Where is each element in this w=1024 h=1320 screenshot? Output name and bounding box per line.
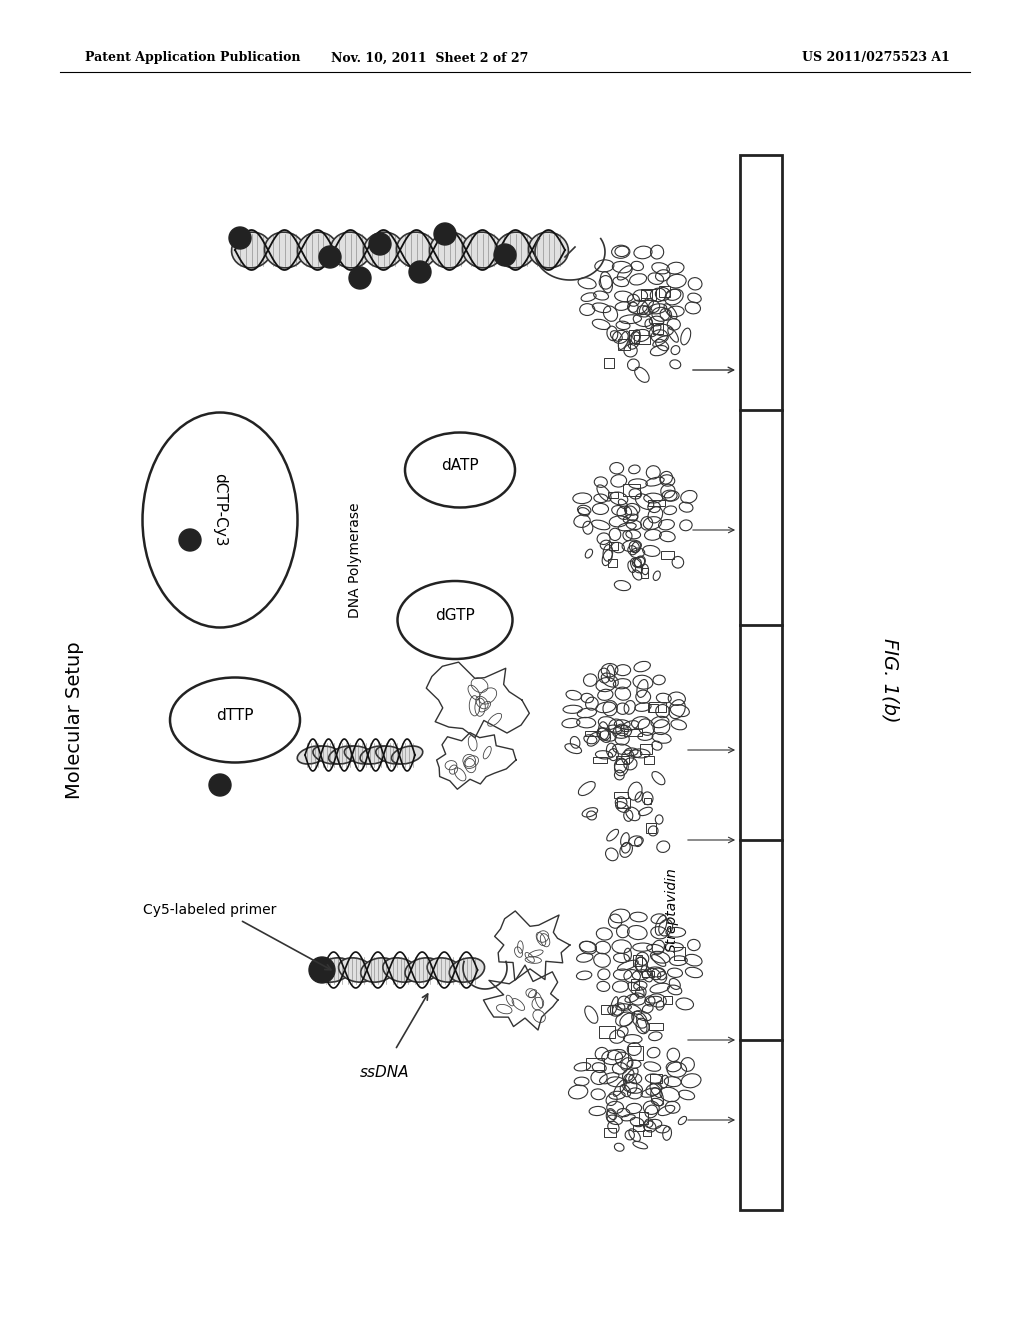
Text: dCTP-Cy3: dCTP-Cy3 bbox=[213, 474, 227, 546]
Ellipse shape bbox=[339, 958, 374, 982]
Bar bbox=[604, 1129, 616, 1138]
Bar bbox=[624, 729, 642, 737]
Ellipse shape bbox=[360, 958, 396, 982]
Ellipse shape bbox=[427, 958, 463, 982]
Bar bbox=[634, 335, 650, 345]
Bar bbox=[649, 702, 666, 711]
Bar bbox=[609, 541, 618, 550]
Circle shape bbox=[434, 223, 456, 246]
Circle shape bbox=[349, 267, 371, 289]
Bar bbox=[658, 286, 670, 297]
Ellipse shape bbox=[406, 958, 440, 982]
Ellipse shape bbox=[313, 746, 344, 764]
Ellipse shape bbox=[297, 746, 329, 764]
Bar bbox=[601, 1006, 611, 1014]
Text: dTTP: dTTP bbox=[216, 708, 254, 722]
Circle shape bbox=[179, 529, 201, 550]
Text: Molecular Setup: Molecular Setup bbox=[66, 642, 85, 799]
Ellipse shape bbox=[450, 958, 484, 982]
Bar bbox=[618, 339, 630, 350]
Bar bbox=[599, 1026, 614, 1038]
Bar bbox=[653, 323, 664, 334]
Ellipse shape bbox=[344, 746, 376, 764]
Text: Nov. 10, 2011  Sheet 2 of 27: Nov. 10, 2011 Sheet 2 of 27 bbox=[332, 51, 528, 65]
Circle shape bbox=[309, 957, 335, 983]
Bar bbox=[614, 792, 628, 799]
Text: Cy5-labeled primer: Cy5-labeled primer bbox=[143, 903, 276, 917]
Text: US 2011/0275523 A1: US 2011/0275523 A1 bbox=[802, 51, 950, 65]
Bar bbox=[642, 970, 653, 977]
Bar bbox=[648, 704, 658, 713]
Text: FIG. 1(b): FIG. 1(b) bbox=[881, 638, 899, 722]
Circle shape bbox=[229, 227, 251, 249]
Bar bbox=[644, 756, 654, 764]
Bar bbox=[644, 797, 651, 804]
Bar bbox=[623, 483, 640, 496]
Ellipse shape bbox=[429, 232, 469, 268]
Bar bbox=[650, 1074, 662, 1084]
Bar bbox=[663, 995, 672, 1003]
Ellipse shape bbox=[329, 746, 359, 764]
Ellipse shape bbox=[496, 232, 536, 268]
Circle shape bbox=[494, 244, 516, 267]
Bar bbox=[641, 290, 652, 298]
Bar bbox=[640, 744, 652, 754]
Ellipse shape bbox=[391, 746, 423, 764]
Ellipse shape bbox=[264, 232, 304, 268]
Bar bbox=[641, 568, 648, 578]
Text: Patent Application Publication: Patent Application Publication bbox=[85, 51, 300, 65]
Ellipse shape bbox=[383, 958, 418, 982]
Ellipse shape bbox=[331, 232, 371, 268]
Bar bbox=[646, 824, 656, 833]
Bar bbox=[631, 978, 639, 990]
Text: DNA Polymerase: DNA Polymerase bbox=[348, 502, 362, 618]
Bar bbox=[615, 756, 629, 764]
Bar bbox=[648, 500, 665, 507]
Ellipse shape bbox=[298, 232, 338, 268]
Text: dATP: dATP bbox=[441, 458, 479, 473]
Bar bbox=[633, 956, 641, 966]
Ellipse shape bbox=[316, 958, 351, 982]
Bar bbox=[593, 756, 607, 763]
Bar bbox=[585, 731, 600, 737]
Bar bbox=[630, 330, 639, 343]
Bar bbox=[643, 1130, 651, 1137]
Bar bbox=[604, 359, 613, 368]
Bar bbox=[608, 491, 618, 498]
Circle shape bbox=[369, 234, 391, 255]
Ellipse shape bbox=[528, 232, 568, 268]
Bar bbox=[629, 1047, 643, 1060]
Bar bbox=[740, 154, 782, 1210]
Circle shape bbox=[209, 774, 231, 796]
Bar bbox=[660, 552, 675, 560]
Ellipse shape bbox=[231, 232, 271, 268]
Bar bbox=[617, 797, 631, 808]
Text: ssDNA: ssDNA bbox=[360, 1065, 410, 1080]
Circle shape bbox=[319, 246, 341, 268]
Text: dGTP: dGTP bbox=[435, 607, 475, 623]
Ellipse shape bbox=[376, 746, 407, 764]
Bar bbox=[649, 1023, 663, 1031]
Bar bbox=[587, 1057, 604, 1071]
Bar bbox=[608, 560, 617, 566]
Ellipse shape bbox=[396, 232, 436, 268]
Circle shape bbox=[409, 261, 431, 282]
Bar bbox=[674, 948, 685, 960]
Bar bbox=[641, 289, 655, 300]
Ellipse shape bbox=[360, 746, 391, 764]
Text: Streptavidin: Streptavidin bbox=[665, 867, 679, 952]
Bar bbox=[639, 1113, 647, 1123]
Bar bbox=[633, 1125, 644, 1131]
Ellipse shape bbox=[463, 232, 503, 268]
Ellipse shape bbox=[364, 232, 403, 268]
